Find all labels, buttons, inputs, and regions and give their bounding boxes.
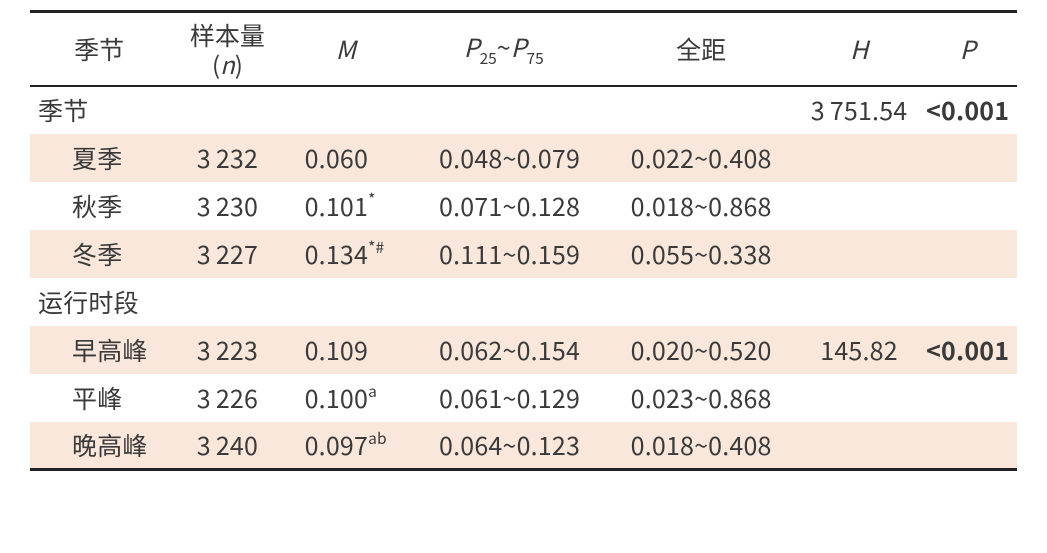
col-P-letter-1: P [464,29,480,65]
cell [602,278,799,326]
row-label: 平峰 [30,374,168,422]
col-range: 全距 [602,12,799,86]
cell [800,230,918,278]
col-p25: 25 [480,47,497,69]
table-row: 早高峰32230.1090.062~0.1540.020~0.520145.82… [30,326,1017,374]
cell: 0.018~0.408 [602,422,799,470]
cell [918,134,1017,182]
table-row: 冬季32270.134*#0.111~0.1590.055~0.338 [30,230,1017,278]
cell [800,134,918,182]
col-n: 样本量 (n) [168,12,286,86]
col-n-line2: (n) [212,46,243,81]
cell [918,374,1017,422]
cell: 0.061~0.129 [405,374,602,422]
group-header-row: 运行时段 [30,278,1017,326]
cell: 145.82 [800,326,918,374]
col-p25p75: P25~P75 [405,12,602,86]
row-label: 晚高峰 [30,422,168,470]
cell: <0.001 [918,326,1017,374]
col-season: 季节 [30,12,168,86]
table-row: 晚高峰32400.097ab0.064~0.1230.018~0.408 [30,422,1017,470]
cell [405,86,602,134]
cell: 0.023~0.868 [602,374,799,422]
cell [800,278,918,326]
cell: 3226 [168,374,286,422]
cell: 3240 [168,422,286,470]
cell: 3230 [168,182,286,230]
cell [168,86,286,134]
cell: 0.100a [287,374,405,422]
row-label: 冬季 [30,230,168,278]
col-M-label: M [336,31,356,67]
cell: 0.055~0.338 [602,230,799,278]
cell [405,278,602,326]
table-header-row: 季节 样本量 (n) M P25~P75 全距 H P [30,12,1017,86]
col-season-label: 季节 [74,31,124,67]
cell [168,278,286,326]
stats-table: 季节 样本量 (n) M P25~P75 全距 H P 季节3751.54<0.… [30,10,1017,471]
cell: 0.101* [287,182,405,230]
cell: 0.060 [287,134,405,182]
cell [800,422,918,470]
table-row: 夏季32320.0600.048~0.0790.022~0.408 [30,134,1017,182]
col-P-label: P [960,31,976,67]
cell: 0.111~0.159 [405,230,602,278]
cell: 3227 [168,230,286,278]
cell [287,278,405,326]
group-header-row: 季节 3751.54<0.001 [30,86,1017,134]
col-P: P [918,12,1017,86]
group-label: 运行时段 [30,278,168,326]
group-label: 季节 [30,86,168,134]
col-tilde: ~ [497,29,511,65]
table-body: 季节3751.54<0.001夏季32320.0600.048~0.0790.0… [30,86,1017,470]
cell: 0.064~0.123 [405,422,602,470]
cell [918,422,1017,470]
col-H: H [800,12,918,86]
col-H-label: H [850,31,868,67]
row-label: 早高峰 [30,326,168,374]
cell [918,230,1017,278]
table-row: 平峰32260.100a0.061~0.1290.023~0.868 [30,374,1017,422]
table-row: 秋季32300.101*0.071~0.1280.018~0.868 [30,182,1017,230]
cell: 3232 [168,134,286,182]
cell: 3223 [168,326,286,374]
col-P-letter-2: P [511,29,527,65]
col-p75: 75 [527,47,544,69]
cell: 0.071~0.128 [405,182,602,230]
cell: 0.018~0.868 [602,182,799,230]
col-M: M [287,12,405,86]
row-label: 夏季 [30,134,168,182]
cell [918,182,1017,230]
cell: 0.062~0.154 [405,326,602,374]
cell [918,278,1017,326]
cell: 0.097ab [287,422,405,470]
cell: 0.020~0.520 [602,326,799,374]
cell [602,86,799,134]
cell [800,374,918,422]
cell: <0.001 [918,86,1017,134]
cell [800,182,918,230]
cell: 0.022~0.408 [602,134,799,182]
cell: 0.134*# [287,230,405,278]
cell: 0.109 [287,326,405,374]
cell: 0.048~0.079 [405,134,602,182]
cell [287,86,405,134]
cell: 3751.54 [800,86,918,134]
col-range-label: 全距 [676,31,726,67]
row-label: 秋季 [30,182,168,230]
